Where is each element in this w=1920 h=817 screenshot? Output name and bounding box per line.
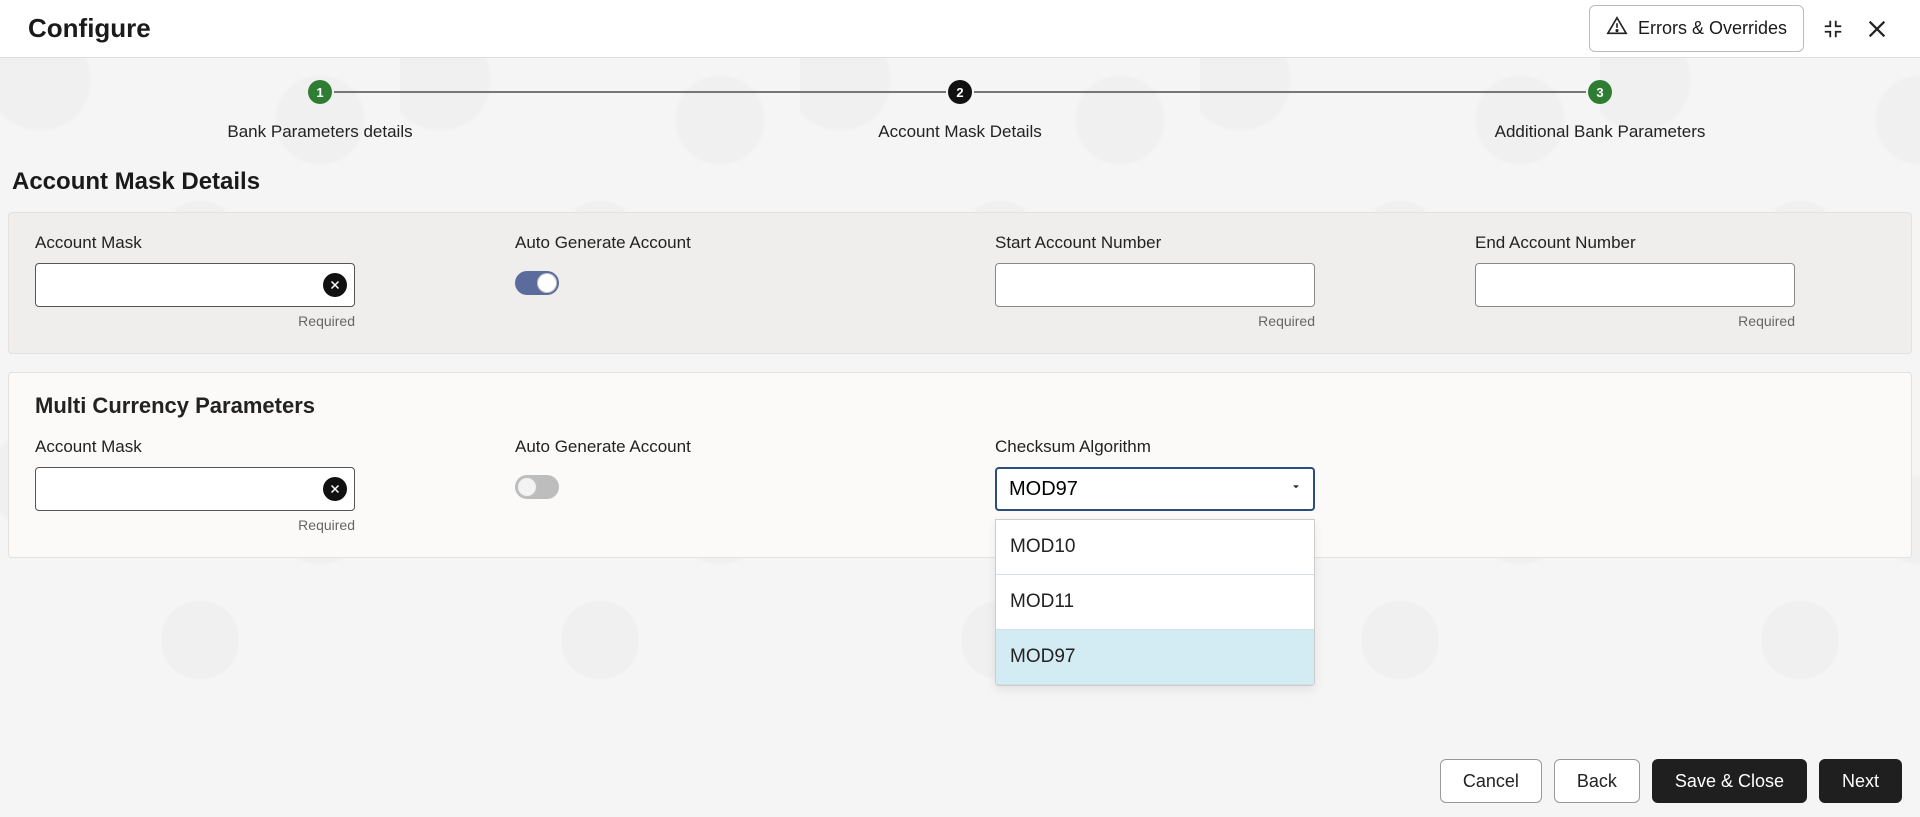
field-mc-auto-generate: Auto Generate Account [515, 437, 995, 533]
field-account-mask: Account Mask Required [35, 233, 515, 329]
step-circle: 1 [308, 80, 332, 104]
checksum-option[interactable]: MOD97 [996, 630, 1314, 685]
checksum-dropdown: MOD10 MOD11 MOD97 [995, 519, 1315, 686]
save-close-button[interactable]: Save & Close [1652, 759, 1807, 803]
clear-icon[interactable] [323, 273, 347, 297]
checksum-label: Checksum Algorithm [995, 437, 1475, 457]
mc-account-mask-label: Account Mask [35, 437, 515, 457]
required-helper: Required [995, 313, 1315, 329]
step-3[interactable]: 3 Additional Bank Parameters [1280, 80, 1920, 142]
empty-cell [1475, 437, 1920, 533]
back-button[interactable]: Back [1554, 759, 1640, 803]
footer-actions: Cancel Back Save & Close Next [0, 745, 1920, 817]
multi-currency-title: Multi Currency Parameters [35, 393, 1885, 419]
errors-overrides-label: Errors & Overrides [1638, 18, 1787, 39]
account-mask-input[interactable] [35, 263, 355, 307]
required-helper: Required [1475, 313, 1795, 329]
collapse-icon[interactable] [1818, 14, 1848, 44]
step-label: Additional Bank Parameters [1280, 122, 1920, 142]
mc-account-mask-input[interactable] [35, 467, 355, 511]
clear-icon[interactable] [323, 477, 347, 501]
section-title: Account Mask Details [0, 160, 1920, 212]
step-label: Bank Parameters details [0, 122, 640, 142]
field-checksum: Checksum Algorithm MOD10 MOD11 MOD97 [995, 437, 1475, 533]
field-start-account: Start Account Number Required [995, 233, 1475, 329]
mc-auto-generate-toggle[interactable] [515, 475, 559, 499]
account-mask-label: Account Mask [35, 233, 515, 253]
page-title: Configure [28, 13, 151, 44]
step-circle: 3 [1588, 80, 1612, 104]
end-account-label: End Account Number [1475, 233, 1920, 253]
close-icon[interactable] [1862, 14, 1892, 44]
multi-currency-panel: Multi Currency Parameters Account Mask R… [8, 372, 1912, 558]
auto-generate-label: Auto Generate Account [515, 233, 995, 253]
checksum-select[interactable] [995, 467, 1315, 511]
end-account-input[interactable] [1475, 263, 1795, 307]
step-label: Account Mask Details [640, 122, 1280, 142]
start-account-label: Start Account Number [995, 233, 1475, 253]
field-mc-account-mask: Account Mask Required [35, 437, 515, 533]
step-circle: 2 [948, 80, 972, 104]
warning-icon [1606, 15, 1628, 42]
next-button[interactable]: Next [1819, 759, 1902, 803]
required-helper: Required [35, 313, 355, 329]
header-bar: Configure Errors & Overrides [0, 0, 1920, 58]
checksum-option[interactable]: MOD11 [996, 575, 1314, 630]
errors-overrides-button[interactable]: Errors & Overrides [1589, 5, 1804, 52]
step-1[interactable]: 1 Bank Parameters details [0, 80, 640, 142]
stepper: 1 Bank Parameters details 2 Account Mask… [0, 58, 1920, 160]
mc-auto-generate-label: Auto Generate Account [515, 437, 995, 457]
cancel-button[interactable]: Cancel [1440, 759, 1542, 803]
header-actions: Errors & Overrides [1589, 5, 1892, 52]
account-mask-panel: Account Mask Required Auto Generate Acco… [8, 212, 1912, 354]
field-auto-generate: Auto Generate Account [515, 233, 995, 329]
auto-generate-toggle[interactable] [515, 271, 559, 295]
step-2[interactable]: 2 Account Mask Details [640, 80, 1280, 142]
checksum-option[interactable]: MOD10 [996, 520, 1314, 575]
field-end-account: End Account Number Required [1475, 233, 1920, 329]
start-account-input[interactable] [995, 263, 1315, 307]
required-helper: Required [35, 517, 355, 533]
